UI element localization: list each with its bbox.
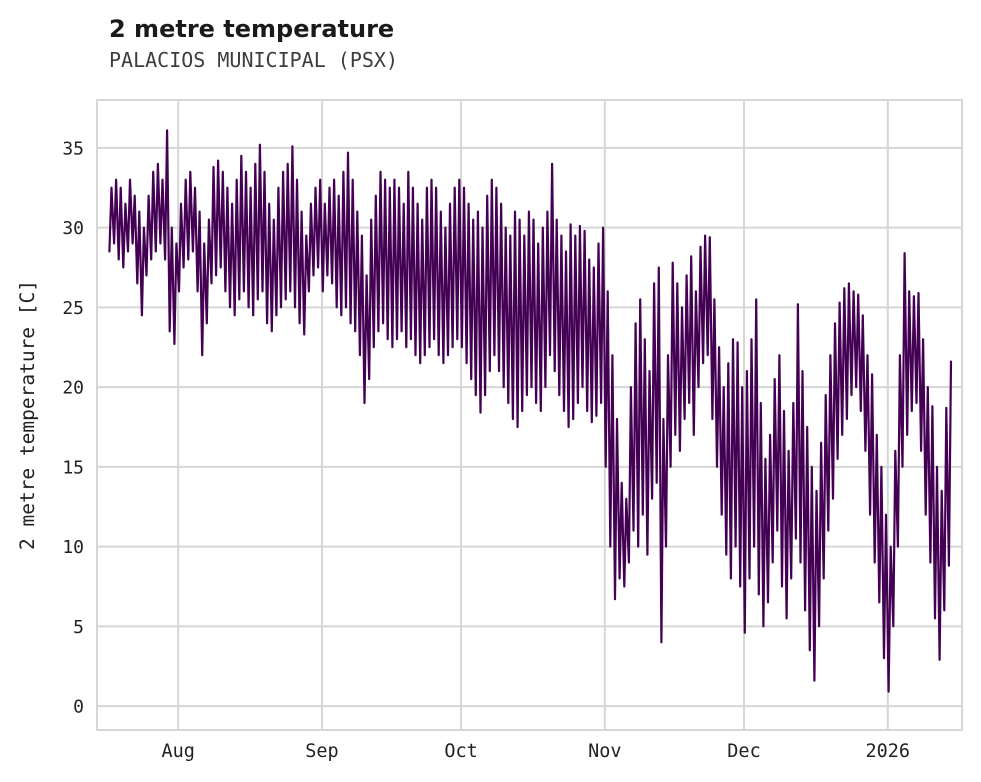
y-tick-label: 0: [73, 697, 84, 718]
chart-header: 2 metre temperature PALACIOS MUNICIPAL (…: [109, 14, 398, 72]
plot-border: [96, 99, 963, 731]
temperature-series-line: [108, 129, 953, 693]
x-tick-label: Aug: [161, 741, 194, 762]
y-tick-label: 10: [62, 537, 84, 558]
y-tick-label: 5: [73, 617, 84, 638]
y-tick-label: 35: [62, 138, 84, 159]
chart-subtitle: PALACIOS MUNICIPAL (PSX): [109, 48, 398, 72]
y-axis-label: 2 metre temperature [C]: [16, 280, 39, 550]
chart-title: 2 metre temperature: [109, 15, 395, 43]
y-tick-label: 15: [62, 457, 84, 478]
y-tick-label: 25: [62, 298, 84, 319]
y-tick-label: 30: [62, 218, 84, 239]
x-tick-label: Sep: [305, 741, 338, 762]
x-tick-label: Nov: [588, 741, 621, 762]
x-tick-label: 2026: [866, 741, 911, 762]
y-tick-label: 20: [62, 378, 84, 399]
x-tick-label: Dec: [727, 741, 760, 762]
x-tick-label: Oct: [444, 741, 477, 762]
